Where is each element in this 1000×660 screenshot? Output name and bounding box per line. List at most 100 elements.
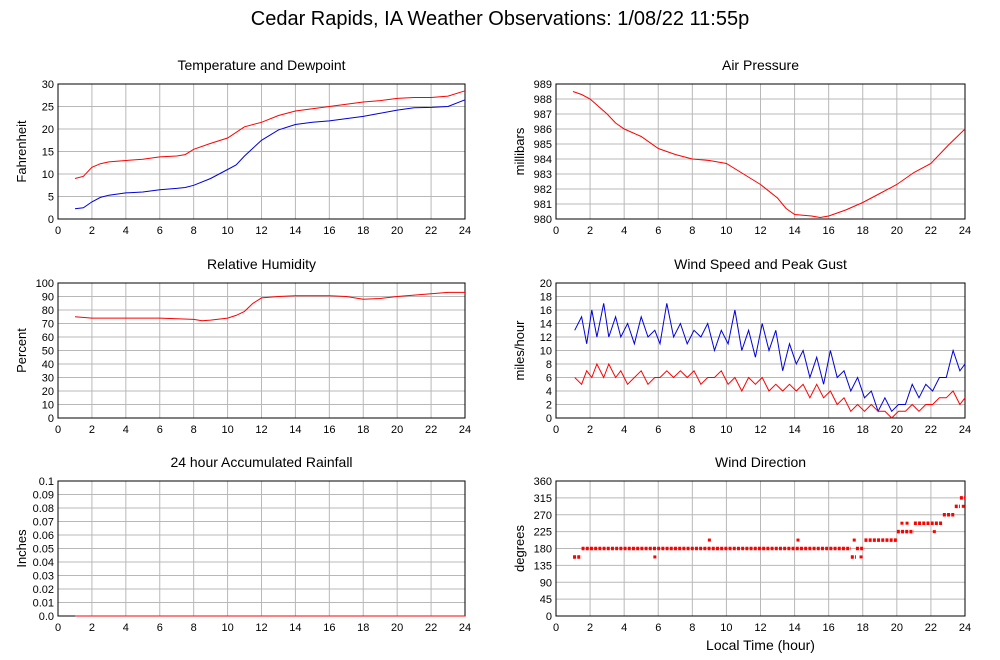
pressure-ytick-label: 983 bbox=[534, 169, 552, 181]
temperature-xtick-label: 2 bbox=[89, 225, 95, 237]
direction-ytick-label: 225 bbox=[534, 527, 552, 539]
rainfall-xtick-label: 14 bbox=[289, 622, 301, 634]
wind-title: Wind Speed and Peak Gust bbox=[674, 256, 847, 272]
direction-point bbox=[900, 521, 904, 525]
temperature-ytick-label: 25 bbox=[42, 102, 54, 114]
humidity-ytick-label: 10 bbox=[42, 400, 54, 412]
humidity-ylabel: Percent bbox=[14, 328, 29, 373]
temperature-xtick-label: 18 bbox=[357, 225, 369, 237]
pressure-ytick-label: 987 bbox=[534, 109, 552, 121]
rainfall-xtick-label: 20 bbox=[391, 622, 403, 634]
rainfall-ytick-label: 0.05 bbox=[33, 544, 54, 556]
wind-series-1-line bbox=[574, 362, 966, 419]
direction-point bbox=[961, 504, 965, 508]
direction-point bbox=[852, 538, 856, 542]
direction-xtick-label: 20 bbox=[891, 622, 903, 634]
pressure-ytick-label: 984 bbox=[534, 154, 552, 166]
pressure-xtick-label: 2 bbox=[587, 225, 593, 237]
rainfall-ytick-label: 0.08 bbox=[33, 503, 54, 515]
direction-xtick-label: 14 bbox=[788, 622, 800, 634]
rainfall-xtick-label: 10 bbox=[221, 622, 233, 634]
direction-point bbox=[707, 538, 711, 542]
wind-ytick-label: 4 bbox=[546, 386, 552, 398]
humidity-xtick-label: 0 bbox=[55, 424, 61, 436]
direction-frame bbox=[555, 480, 966, 617]
pressure-ytick-label: 981 bbox=[534, 199, 552, 211]
direction-ytick-label: 45 bbox=[540, 594, 552, 606]
humidity-ytick-label: 0 bbox=[48, 413, 54, 425]
pressure-title: Air Pressure bbox=[722, 57, 799, 73]
wind-ytick-label: 14 bbox=[540, 319, 552, 331]
direction-ytick-label: 180 bbox=[534, 544, 552, 556]
direction-xlabel: Local Time (hour) bbox=[706, 637, 815, 653]
humidity-xtick-label: 12 bbox=[255, 424, 267, 436]
direction-xtick-label: 2 bbox=[587, 622, 593, 634]
wind-xtick-label: 2 bbox=[587, 424, 593, 436]
humidity-title: Relative Humidity bbox=[207, 256, 316, 272]
temperature-xtick-label: 4 bbox=[123, 225, 129, 237]
humidity-ytick-label: 30 bbox=[42, 373, 54, 385]
wind-ytick-label: 0 bbox=[546, 413, 552, 425]
main-title: Cedar Rapids, IA Weather Observations: 1… bbox=[250, 8, 750, 30]
temperature-xtick-label: 20 bbox=[391, 225, 403, 237]
wind-ytick-label: 6 bbox=[546, 373, 552, 385]
rainfall-ytick-label: 0.07 bbox=[33, 517, 54, 529]
temperature-xtick-label: 14 bbox=[289, 225, 301, 237]
direction-ytick-label: 0 bbox=[546, 611, 552, 623]
humidity-series-0-line bbox=[74, 291, 465, 322]
temperature-ytick-label: 20 bbox=[42, 124, 54, 136]
temperature-series-1-line bbox=[74, 99, 466, 210]
humidity-frame bbox=[57, 282, 466, 419]
temperature-ylabel: Fahrenheit bbox=[14, 120, 29, 183]
rainfall-xtick-label: 24 bbox=[459, 622, 471, 634]
humidity-ytick-label: 60 bbox=[42, 332, 54, 344]
direction-xtick-label: 22 bbox=[925, 622, 937, 634]
direction-xtick-label: 10 bbox=[720, 622, 732, 634]
wind-xtick-label: 10 bbox=[720, 424, 732, 436]
humidity-xtick-label: 8 bbox=[191, 424, 197, 436]
temperature-xtick-label: 6 bbox=[157, 225, 163, 237]
wind-series-0-line bbox=[574, 303, 966, 413]
temperature-xtick-label: 8 bbox=[191, 225, 197, 237]
wind-xtick-label: 24 bbox=[959, 424, 971, 436]
rainfall-ylabel: Inches bbox=[14, 529, 29, 568]
pressure-xtick-label: 12 bbox=[754, 225, 766, 237]
pressure-ytick-label: 988 bbox=[534, 94, 552, 106]
temperature-frame bbox=[57, 83, 466, 220]
pressure-xtick-label: 0 bbox=[553, 225, 559, 237]
pressure-xtick-label: 10 bbox=[720, 225, 732, 237]
wind-xtick-label: 18 bbox=[857, 424, 869, 436]
temperature-ytick-label: 10 bbox=[42, 169, 54, 181]
wind-xtick-label: 20 bbox=[891, 424, 903, 436]
pressure-ytick-label: 985 bbox=[534, 139, 552, 151]
humidity-xtick-label: 20 bbox=[391, 424, 403, 436]
direction-ytick-label: 135 bbox=[534, 560, 552, 572]
wind-ytick-label: 2 bbox=[546, 400, 552, 412]
humidity-ytick-label: 70 bbox=[42, 319, 54, 331]
wind-xtick-label: 14 bbox=[788, 424, 800, 436]
humidity-ytick-label: 50 bbox=[42, 346, 54, 358]
wind-ytick-label: 16 bbox=[540, 305, 552, 317]
direction-point bbox=[905, 521, 909, 525]
pressure-xtick-label: 14 bbox=[788, 225, 800, 237]
temperature-xtick-label: 22 bbox=[425, 225, 437, 237]
direction-ylabel: degrees bbox=[512, 525, 527, 572]
direction-xtick-label: 6 bbox=[655, 622, 661, 634]
rainfall-ytick-label: 0.0 bbox=[39, 611, 54, 623]
pressure-xtick-label: 18 bbox=[857, 225, 869, 237]
direction-xtick-label: 8 bbox=[689, 622, 695, 634]
rainfall-xtick-label: 16 bbox=[323, 622, 335, 634]
humidity-xtick-label: 14 bbox=[289, 424, 301, 436]
wind-ytick-label: 18 bbox=[540, 292, 552, 304]
wind-ytick-label: 10 bbox=[540, 346, 552, 358]
pressure-xtick-label: 8 bbox=[689, 225, 695, 237]
humidity-xtick-label: 6 bbox=[157, 424, 163, 436]
pressure-series-0-line bbox=[572, 91, 966, 219]
rainfall-ytick-label: 0.1 bbox=[39, 476, 54, 488]
